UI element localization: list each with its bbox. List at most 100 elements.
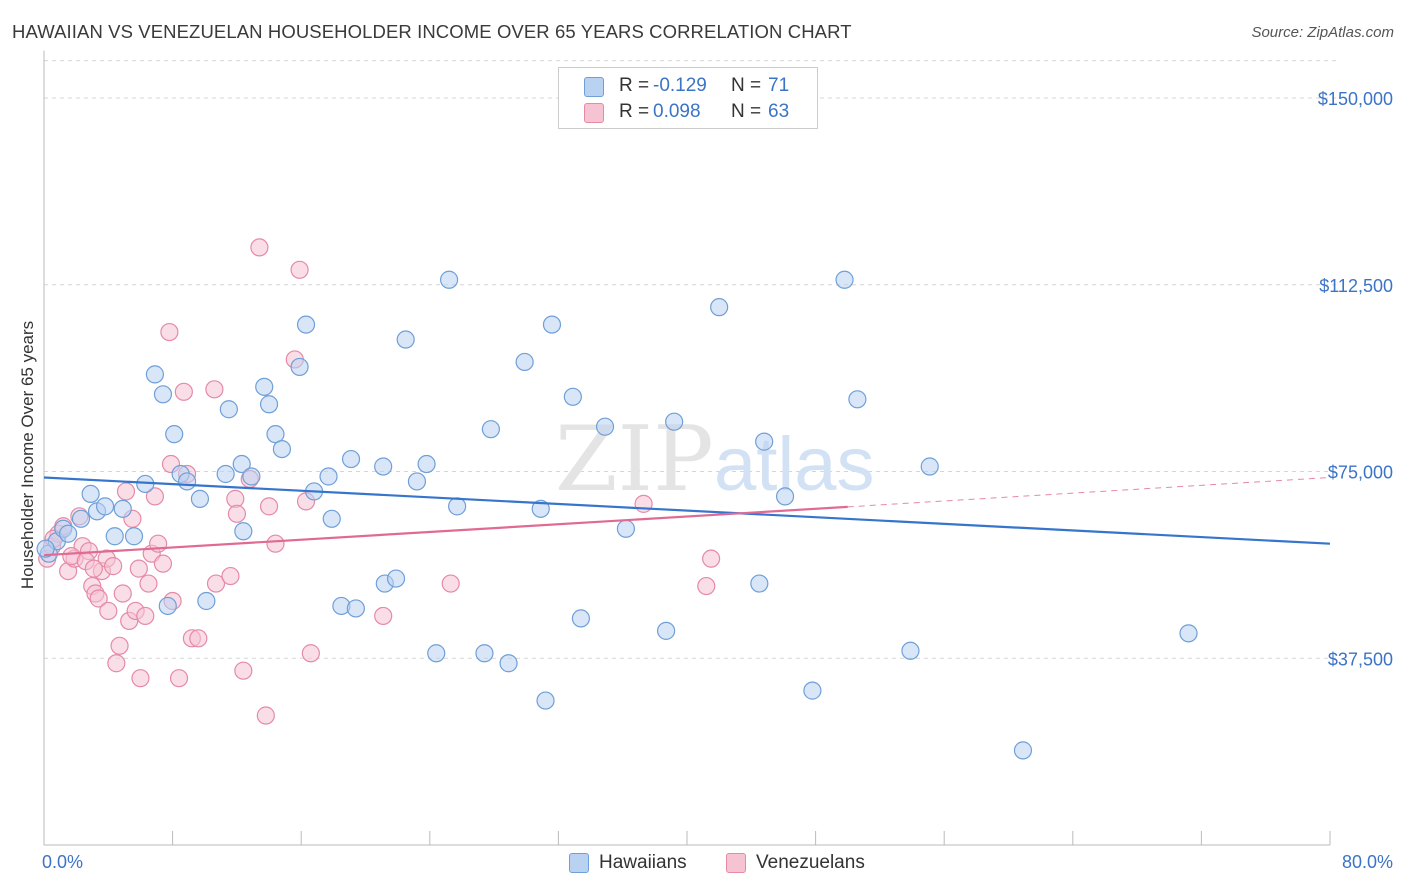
y-tick-label: $150,000 [1318,89,1393,109]
hawaiians-point [216,464,235,484]
hawaiians-point [242,467,261,486]
hawaiians-point [665,412,684,431]
hawaiians-point [145,365,165,384]
venezuelans-point [634,494,653,513]
chart-title: HAWAIIAN VS VENEZUELAN HOUSEHOLDER INCOM… [12,21,852,42]
venezuelans-point [129,559,148,578]
venezuelans-point [266,534,285,553]
hawaiians-point [750,574,769,593]
hawaiians-point [296,315,316,334]
r-label: R = [619,101,650,122]
y-axis-label: Householder Income Over 65 years [18,320,37,590]
venezuelans-point [107,654,126,673]
venezuelans-point [441,574,460,593]
hawaiians-point [848,390,867,409]
r-value: -0.129 [653,75,707,96]
hawaiians-point [775,487,795,506]
x-tick-max: 80.0% [1341,852,1393,872]
hawaiians-point [427,644,446,663]
venezuelans-legend-label: Venezuelans [756,852,865,873]
hawaiians-point [536,691,555,710]
venezuelans-point [99,601,118,621]
hawaiians-point [803,681,822,700]
hawaiians-point [439,270,459,289]
venezuelans-point [153,554,173,573]
venezuelans-point [221,566,240,586]
hawaiians-point [290,357,309,377]
venezuelans-point [131,669,150,688]
hawaiians-point [255,377,274,396]
hawaiians-point [499,654,518,673]
hawaiians-point [531,499,550,518]
hawaiians-point [59,524,78,543]
hawaiians-swatch [584,77,604,97]
hawaiians-point [542,315,562,334]
venezuelans-point [113,584,132,603]
hawaiians-points [36,270,1198,760]
hawaiians-point [481,420,500,439]
hawaiians-legend-label: Hawaiians [599,852,687,873]
hawaiians-point [1179,624,1198,643]
hawaiians-point [234,522,253,541]
y-tick-label: $75,000 [1328,463,1393,483]
venezuelans-point [104,557,123,576]
venezuelans-point [301,644,320,663]
hawaiians-point [374,457,393,476]
venezuelans-point [116,482,136,501]
venezuelans-legend-swatch [726,853,746,873]
r-value: 0.098 [653,101,701,122]
venezuelans-point [139,574,158,593]
hawaiians-point [595,417,615,436]
legend-stats: R = -0.129 N = 71 R = 0.098 N = 63 [558,67,818,129]
venezuelans-point [697,576,716,596]
hawaiians-point [396,330,415,349]
hawaiians-legend-swatch [569,853,589,873]
hawaiians-point [322,509,341,528]
hawaiians-point [901,641,920,660]
hawaiians-point [755,432,774,451]
hawaiians-point [158,596,177,616]
hawaiians-point [386,569,406,588]
grid-layer [44,60,1338,659]
hawaiians-point [95,497,115,516]
hawaiians-point [475,644,494,663]
hawaiians-point [165,425,184,444]
trend-lines [43,476,1331,557]
venezuelans-trend-line [43,505,848,557]
venezuelans-point [136,606,155,626]
hawaiians-point [259,395,279,414]
hawaiians-point [177,472,197,491]
n-label: N = [731,101,762,122]
hawaiians-point [346,599,365,618]
y-tick-label: $37,500 [1328,649,1393,669]
n-value: 71 [768,75,790,96]
venezuelans-point [374,606,393,626]
hawaiians-point [563,387,582,406]
venezuelans-point [84,559,103,578]
hawaiians-point [407,472,427,491]
hawaiians-point [124,527,144,546]
hawaiians-point [835,270,854,289]
hawaiians-point [113,499,132,518]
hawaiians-point [710,298,729,317]
hawaiians-point [190,489,210,508]
venezuelans-point [89,589,108,608]
venezuelans-point [290,260,309,279]
venezuelans-point [226,489,245,508]
source-credit: Source: ZipAtlas.com [1251,24,1394,41]
n-value: 63 [768,101,790,122]
hawaiians-point [571,609,591,628]
hawaiians-point [81,484,100,504]
hawaiians-point [266,425,285,444]
watermark-zip: ZIP [555,407,714,512]
hawaiians-point [657,621,676,640]
watermark: ZIP atlas [555,407,875,512]
r-label: R = [619,75,650,96]
hawaiians-point [616,519,636,538]
y-tick-label: $112,500 [1319,276,1393,296]
axis-layer [43,50,1331,846]
hawaiians-point [319,467,338,486]
venezuelans-trend-extension [847,476,1331,508]
x-tick-min: 0.0% [42,852,84,872]
